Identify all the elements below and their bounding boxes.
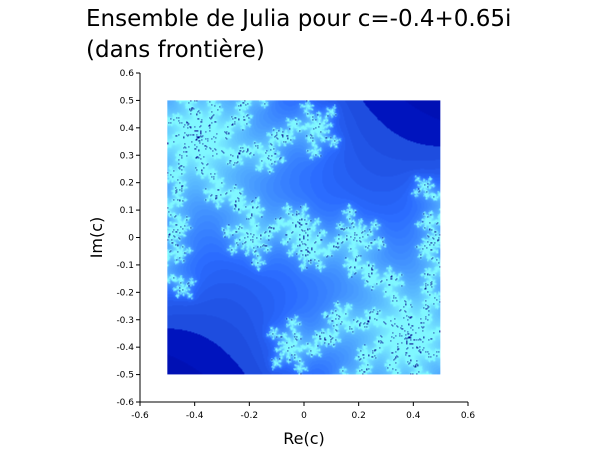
y-tick-label: -0.3 <box>116 316 134 326</box>
x-tick-label: -0.6 <box>131 411 149 421</box>
x-tick-label: 0.6 <box>461 411 476 421</box>
x-tick-label: 0.2 <box>352 411 366 421</box>
y-tick-label: -0.6 <box>116 398 134 408</box>
x-tick-label: -0.2 <box>241 411 259 421</box>
x-axis-label: Re(c) <box>283 429 325 448</box>
y-axis-label: Im(c) <box>87 217 106 259</box>
x-tick-label: 0 <box>301 411 307 421</box>
y-tick-label: -0.2 <box>116 288 134 298</box>
y-tick-label: 0.2 <box>120 179 134 189</box>
julia-image-layer <box>167 100 441 375</box>
y-tick-label: -0.1 <box>116 261 134 271</box>
chart-title: Ensemble de Julia pour c=-0.4+0.65i (dan… <box>86 6 512 63</box>
y-tick-label: 0 <box>128 234 134 244</box>
y-axis-ticks: 0.6 0.5 0.4 0.3 0.2 0.1 0 -0.1 -0.2 -0.3 -0.4 -0.5 -… <box>116 69 140 408</box>
y-tick-label: 0.3 <box>120 151 134 161</box>
y-tick-label: 0.4 <box>120 124 135 134</box>
x-tick-label: -0.4 <box>186 411 204 421</box>
y-tick-label: -0.5 <box>116 371 134 381</box>
x-tick-label: 0.4 <box>406 411 421 421</box>
y-tick-label: 0.1 <box>120 206 134 216</box>
axes: -0.6 -0.4 -0.2 0 0.2 0.4 0.6 0.60.50.40.30.20.… <box>116 69 475 421</box>
x-axis-ticks: -0.6 -0.4 -0.2 0 0.2 0.4 0.6 <box>131 402 475 421</box>
y-tick-label: 0.6 <box>120 69 135 79</box>
y-tick-label: 0.5 <box>120 96 134 106</box>
y-tick-label: -0.4 <box>116 343 134 353</box>
julia-fractal-image <box>167 100 441 375</box>
